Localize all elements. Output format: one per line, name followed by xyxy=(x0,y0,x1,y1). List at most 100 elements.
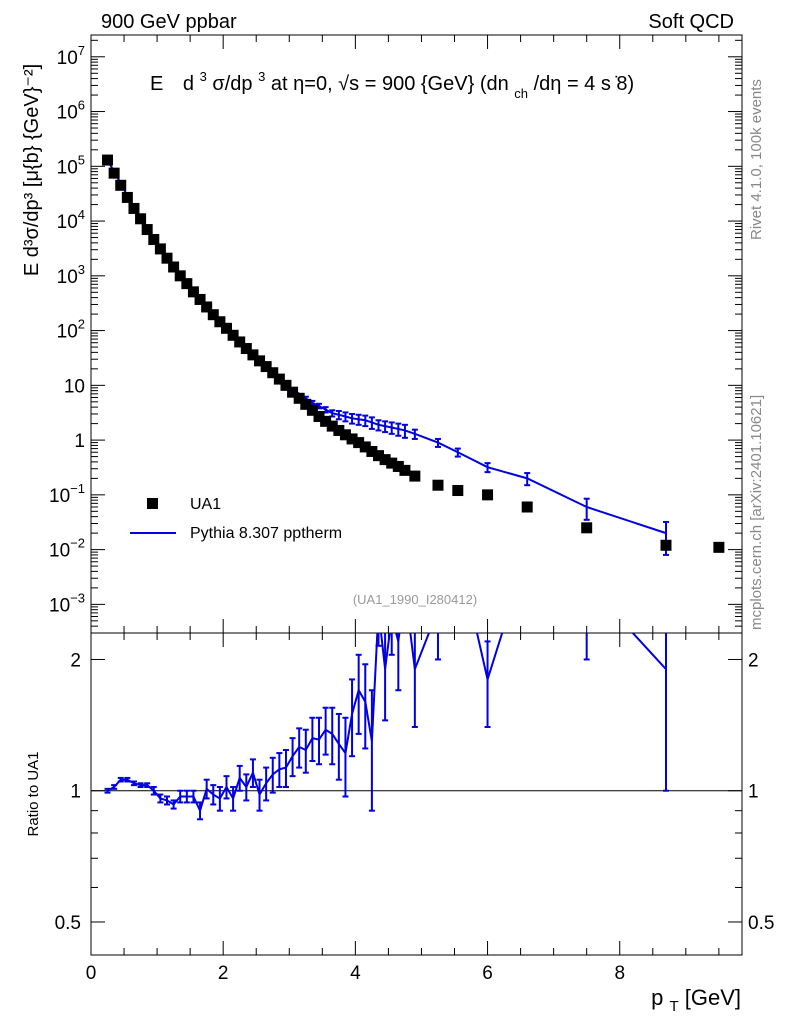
ua1-data-point xyxy=(234,336,246,348)
title-rest: at η=0, √s = 900 {GeV} (dn xyxy=(271,73,509,95)
main-panel-frame xyxy=(90,34,743,634)
ua1-data-point xyxy=(379,454,391,466)
ua1-data-point xyxy=(333,424,345,436)
ua1-data-point xyxy=(432,479,444,491)
main-y-tick-label: 10 xyxy=(64,376,85,397)
ua1-data-point xyxy=(247,349,259,361)
ua1-data-point xyxy=(293,392,305,404)
xlabel-p: p xyxy=(651,985,663,1010)
main-y-tick-label: 10−1 xyxy=(49,481,85,507)
ua1-data-point xyxy=(154,243,166,255)
xlabel: p T [GeV] xyxy=(651,985,741,1016)
main-y-tick-label: 105 xyxy=(57,152,85,178)
title-exp2: 3 xyxy=(258,69,265,84)
ua1-data-point xyxy=(409,470,421,482)
rivet-label: Rivet 4.1.0, 100k events xyxy=(748,79,765,240)
main-ylabel: E d³σ/dp³ [μ{b} {GeV}⁻²] xyxy=(21,64,43,276)
ua1-data-point xyxy=(372,450,384,462)
ua1-data-point xyxy=(128,202,140,214)
ua1-data-point xyxy=(359,441,371,453)
title-e: E xyxy=(150,73,163,95)
ua1-data-point xyxy=(339,429,351,441)
ua1-data-point xyxy=(214,316,226,328)
header-right: Soft QCD xyxy=(648,11,734,33)
x-tick-label: 8 xyxy=(614,963,625,984)
ua1-data-point xyxy=(392,460,404,472)
ua1-data-point xyxy=(300,398,312,410)
ratio-panel-frame xyxy=(90,632,743,956)
ua1-data-point xyxy=(148,234,160,246)
main-y-tick-label: 106 xyxy=(57,98,85,124)
ua1-data-point xyxy=(660,539,672,551)
ua1-data-point xyxy=(260,361,272,373)
ratio-y-tick-label-left: 0.5 xyxy=(55,913,81,934)
title-d: d xyxy=(183,73,194,95)
main-y-ticks: 10−3 10−2 10−1 1 10 102 103 104 105 106 107 xyxy=(49,39,742,634)
main-y-tick-label: 10−2 xyxy=(49,536,85,562)
ua1-data-point xyxy=(220,322,232,334)
ua1-data-point xyxy=(194,293,206,305)
main-y-tick-label: 107 xyxy=(57,43,85,69)
ua1-data-point xyxy=(135,213,147,225)
ratio-y-tick-label-right: 2 xyxy=(748,650,759,671)
x-tick-label: 0 xyxy=(86,963,97,984)
main-y-tick-label: 104 xyxy=(57,207,85,233)
pythia-curve xyxy=(106,159,667,535)
ua1-data-point xyxy=(174,270,186,282)
ratio-plot-area xyxy=(104,633,669,821)
title-end: /dη = 4 s ̇8) xyxy=(534,73,635,95)
ratio-ylabel: Ratio to UA1 xyxy=(25,751,42,836)
ua1-data-point xyxy=(115,179,127,191)
ua1-data-point xyxy=(102,154,114,166)
ratio-y-tick-label-left: 1 xyxy=(70,782,81,803)
ua1-data-point xyxy=(313,410,325,422)
ua1-data-point xyxy=(254,355,266,367)
ua1-data-point xyxy=(161,252,173,264)
legend-marker-ua1 xyxy=(147,498,158,509)
xlabel-sub: T xyxy=(669,998,678,1015)
ua1-data-point xyxy=(713,541,725,553)
main-y-tick-label: 102 xyxy=(57,317,85,343)
ua1-data-point xyxy=(201,301,213,313)
title-exp1: 3 xyxy=(200,69,207,84)
legend-label-pythia: Pythia 8.307 pptherm xyxy=(190,525,342,542)
ua1-data-point xyxy=(399,464,411,476)
ratio-curve xyxy=(107,633,667,814)
ua1-data-point xyxy=(366,445,378,457)
main-y-tick-label: 10−3 xyxy=(49,590,85,616)
ua1-data-point xyxy=(227,329,239,341)
main-plot-area xyxy=(102,154,725,556)
mcplots-label: mcplots.cern.ch [arXiv:2401.10621] xyxy=(748,395,765,630)
legend: UA1 Pythia 8.307 pptherm xyxy=(130,496,342,542)
title-sigma: σ/dp xyxy=(212,73,252,95)
x-tick-label: 6 xyxy=(482,963,493,984)
xlabel-unit: [GeV] xyxy=(685,985,741,1010)
ua1-data-point xyxy=(207,309,219,321)
x-tick-label: 4 xyxy=(350,963,361,984)
ua1-data-point xyxy=(121,191,133,203)
ua1-data-point xyxy=(287,386,299,398)
ua1-data-point xyxy=(326,420,338,432)
ua1-data-point xyxy=(306,404,318,416)
ratio-y-tick-label-right: 1 xyxy=(748,782,759,803)
ua1-data-point xyxy=(280,379,292,391)
ua1-data-point xyxy=(108,167,120,179)
legend-label-ua1: UA1 xyxy=(190,496,221,513)
ua1-data-point xyxy=(187,286,199,298)
ua1-data-point xyxy=(141,224,153,236)
ratio-y-tick-label-left: 2 xyxy=(70,650,81,671)
title-sub: ch xyxy=(514,86,528,101)
ua1-data-point xyxy=(168,261,180,273)
ua1-data-point xyxy=(581,522,593,534)
x-tick-label: 2 xyxy=(218,963,229,984)
ua1-data-point xyxy=(353,437,365,449)
ua1-data-point xyxy=(273,373,285,385)
main-y-tick-label: 1 xyxy=(74,431,85,452)
ua1-data-point xyxy=(320,415,332,427)
ua1-data-point xyxy=(181,278,193,290)
ua1-data-point xyxy=(452,485,464,497)
ua1-data-point xyxy=(346,433,358,445)
ua1-data-point xyxy=(521,501,533,513)
header-left: 900 GeV ppbar xyxy=(101,11,237,33)
